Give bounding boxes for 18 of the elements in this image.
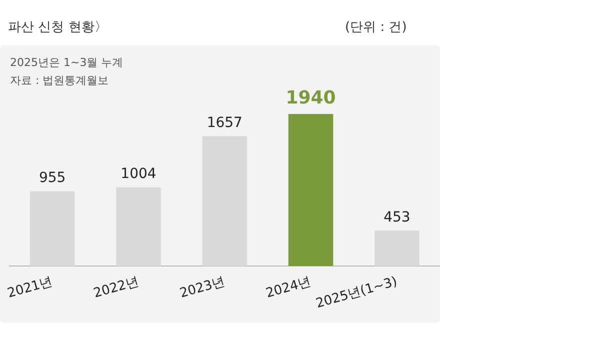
bar: [288, 114, 334, 266]
data-label: 453: [384, 209, 410, 226]
data-label: 1004: [120, 166, 156, 182]
text: 2025년은 1~3월 누계: [10, 55, 124, 71]
text: 자료 : 법원통계월보: [10, 73, 110, 89]
bar: [116, 187, 161, 266]
bar: [374, 230, 420, 266]
data-label: 955: [38, 170, 66, 186]
data-label: 1657: [206, 114, 242, 131]
bar: [30, 191, 75, 266]
bar: [202, 136, 248, 266]
x-tick-label: 2024년: [264, 274, 313, 302]
chart-subtitle: (단위 : 건): [345, 19, 407, 36]
x-tick-label: 2021년: [6, 274, 54, 302]
data-label: 1940: [286, 88, 336, 109]
x-tick-label: 2023년: [178, 274, 227, 302]
x-tick-label: 2022년: [92, 274, 140, 302]
chart-title: 파산 신청 현황〉: [8, 19, 108, 36]
